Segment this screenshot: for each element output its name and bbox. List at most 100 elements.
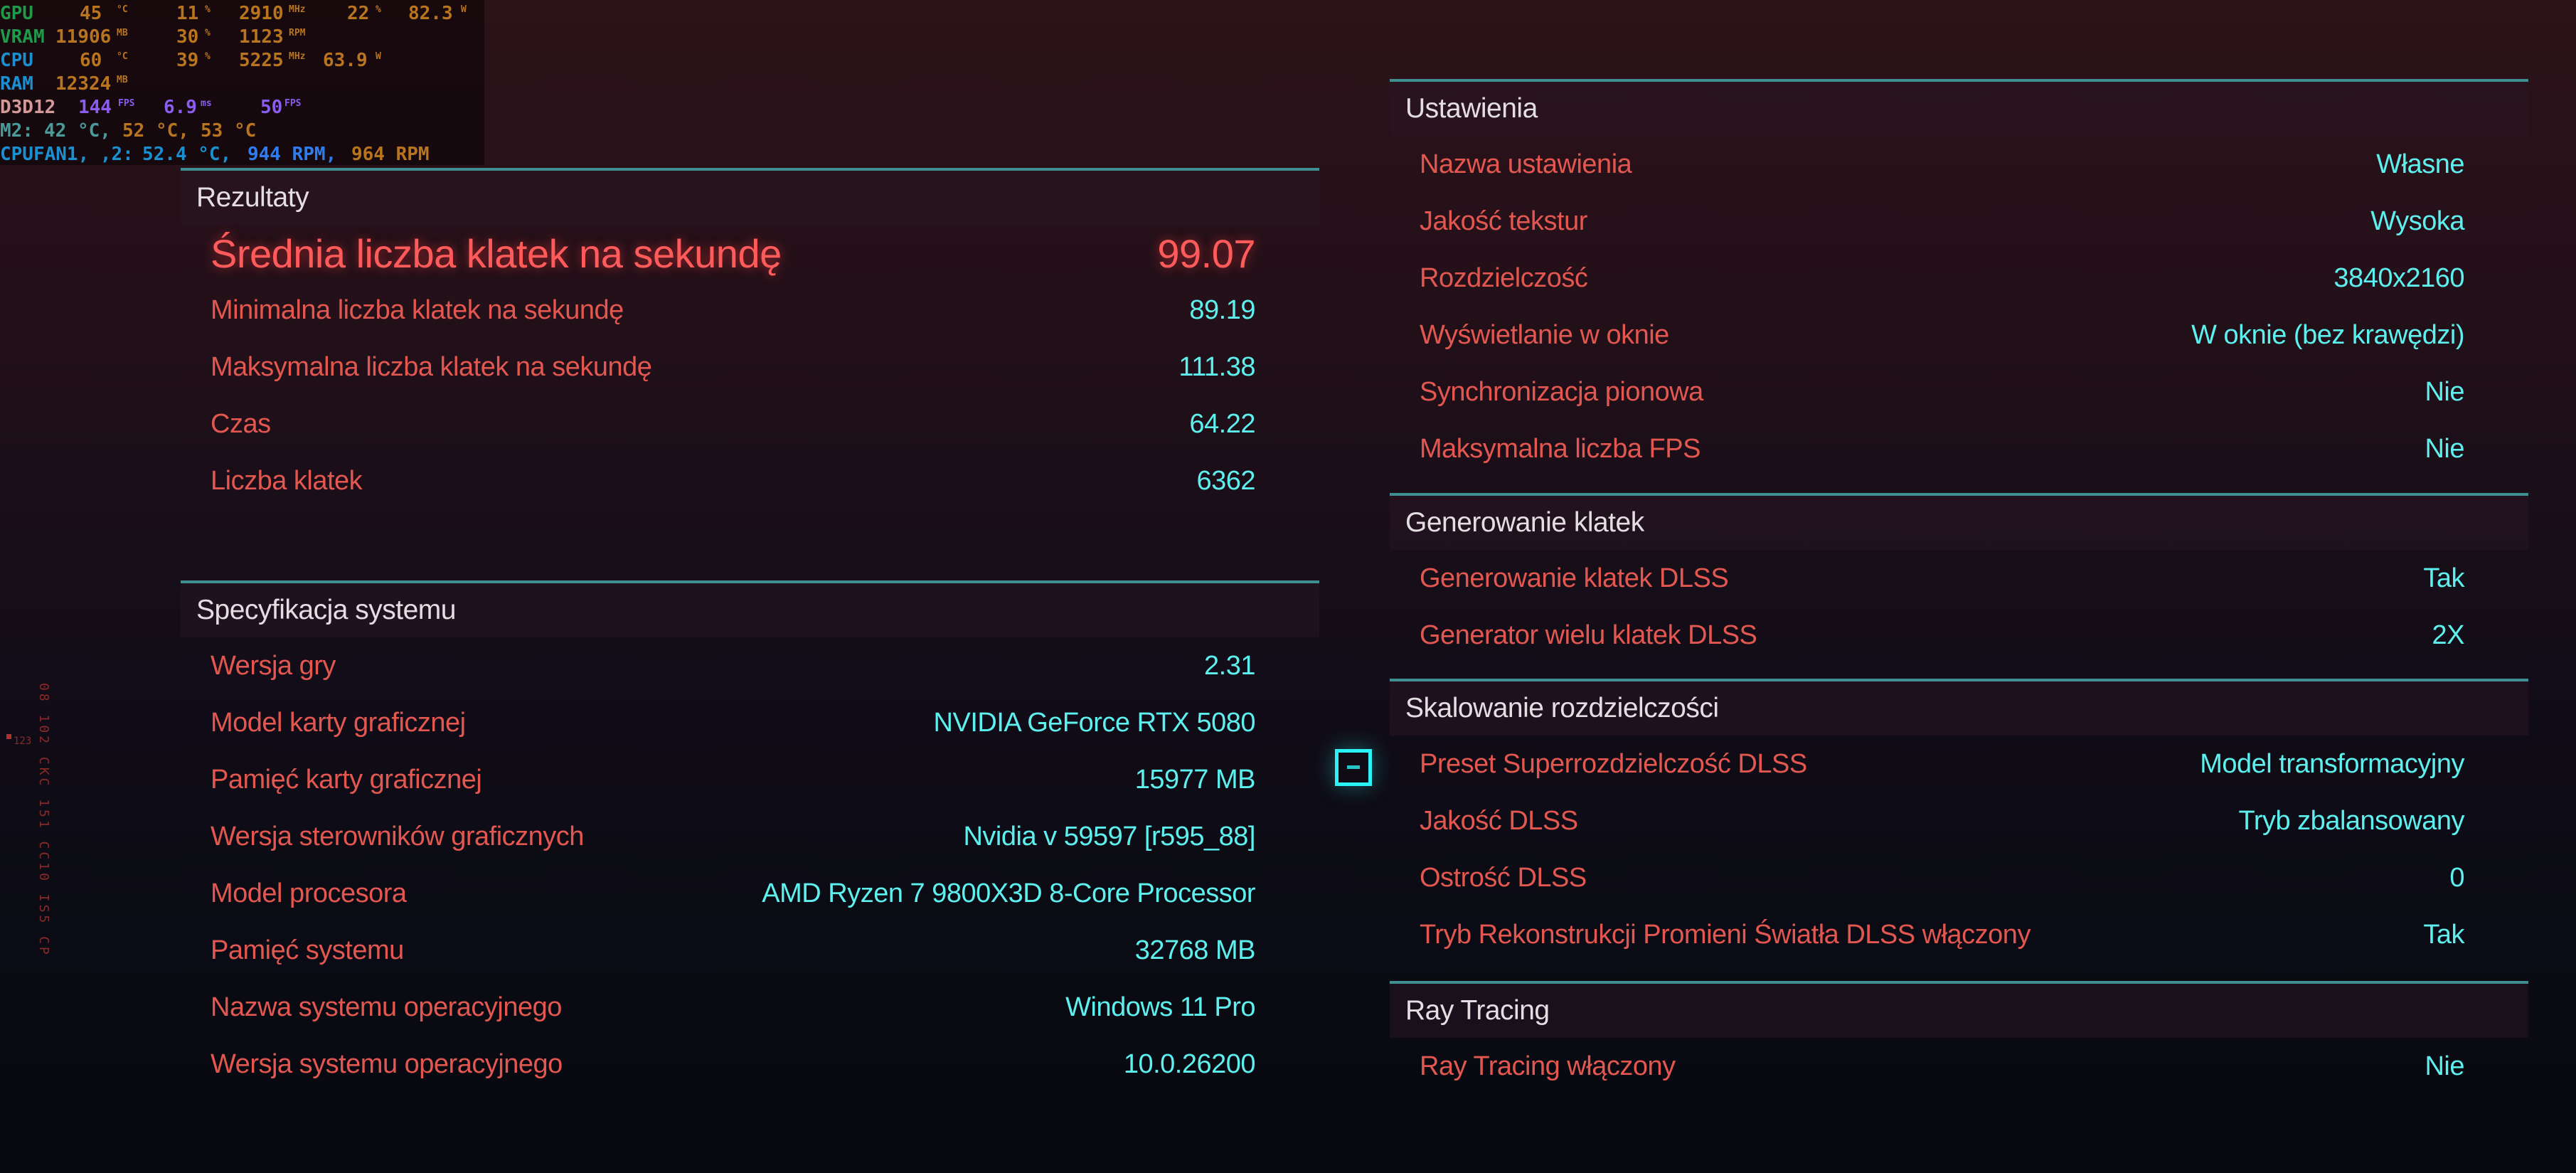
performance-overlay: GPU 45 °C 11 % 2910 MHz 22 % 82.3 W VRAM… xyxy=(0,0,484,165)
osd-value: 944 RPM, xyxy=(248,144,337,165)
row-value: Tak xyxy=(2423,563,2464,593)
osd-unit: FPS xyxy=(284,98,302,109)
row-value: AMD Ryzen 7 9800X3D 8-Core Processor xyxy=(762,878,1255,908)
osd-value: 6.9 xyxy=(164,97,197,118)
divider xyxy=(1390,981,2528,984)
osd-value: 12324 xyxy=(55,73,112,95)
setting-row: Liczba klatek 6362 xyxy=(181,452,1319,509)
hud-tag: 123 xyxy=(6,734,31,747)
row-value: 3840x2160 xyxy=(2333,262,2464,293)
setting-row: Wersja sterowników graficznych Nvidia v 5… xyxy=(181,808,1319,865)
osd-unit: % xyxy=(376,4,381,15)
row-label: Wersja systemu operacyjnego xyxy=(211,1049,563,1079)
row-value: 2.31 xyxy=(1204,650,1255,681)
osd-value: 50 xyxy=(260,97,283,118)
osd-value: 63.9 xyxy=(323,50,368,71)
osd-unit: RPM xyxy=(289,28,306,38)
osd-label: CPU xyxy=(0,50,33,71)
row-value: Nie xyxy=(2425,376,2464,407)
osd-unit: MB xyxy=(117,28,128,38)
row-label: Ostrość DLSS xyxy=(1420,862,1587,893)
divider xyxy=(181,168,1319,171)
row-label: Model procesora xyxy=(211,878,407,908)
osd-label: RAM xyxy=(0,73,33,95)
hud-vertical-text: 08 102 CKC 151 CC10 IS5 CP xyxy=(36,683,51,957)
results-section: Rezultaty Średnia liczba klatek na sekun… xyxy=(181,168,1319,509)
osd-unit: FPS xyxy=(118,98,135,109)
row-value: 15977 MB xyxy=(1134,764,1256,795)
setting-row: Ostrość DLSS 0 xyxy=(1390,849,2528,906)
setting-row: Synchronizacja pionowa Nie xyxy=(1390,363,2528,420)
row-value: Własne xyxy=(2376,149,2464,179)
row-label: Jakość DLSS xyxy=(1420,805,1578,836)
settings-section: Ustawienia Nazwa ustawienia Własne Jakość … xyxy=(1390,79,2528,477)
row-label: Ray Tracing włączony xyxy=(1420,1051,1676,1081)
setting-row: Generator wielu klatek DLSS 2X xyxy=(1390,607,2528,664)
osd-value: 42 °C, xyxy=(44,120,111,142)
scaling-section: Skalowanie rozdzielczości Preset Superro… xyxy=(1390,679,2528,963)
setting-row: Jakość DLSS Tryb zbalansowany xyxy=(1390,792,2528,849)
osd-value: 53 °C xyxy=(201,120,257,142)
row-label: Wyświetlanie w oknie xyxy=(1420,319,1669,350)
setting-row: Wersja systemu operacyjnego 10.0.26200 xyxy=(181,1036,1319,1093)
row-label: Preset Superrozdzielczość DLSS xyxy=(1420,748,1807,779)
section-title: Ray Tracing xyxy=(1390,984,2528,1038)
setting-row: Rozdzielczość 3840x2160 xyxy=(1390,250,2528,307)
osd-value: 5225 xyxy=(239,50,284,71)
setting-row: Wyświetlanie w oknie W oknie (bez krawędz… xyxy=(1390,307,2528,363)
setting-row: Czas 64.22 xyxy=(181,396,1319,452)
osd-value: 82.3 xyxy=(408,3,453,24)
setting-row: Tryb Rekonstrukcji Promieni Światła DLSS… xyxy=(1390,906,2528,963)
setting-row: Nazwa systemu operacyjnego Windows 11 Pro xyxy=(181,979,1319,1036)
setting-row: Minimalna liczba klatek na sekundę 89.19 xyxy=(181,282,1319,339)
osd-unit: % xyxy=(205,28,211,38)
osd-unit: MB xyxy=(117,75,128,85)
divider xyxy=(181,580,1319,583)
osd-label: CPUFAN1, ,2: xyxy=(0,144,134,165)
divider xyxy=(1390,79,2528,82)
row-value: Nie xyxy=(2425,433,2464,464)
row-value: 64.22 xyxy=(1189,408,1255,439)
osd-unit: MHz xyxy=(289,51,306,62)
osd-value: 39 xyxy=(176,50,199,71)
osd-unit: MHz xyxy=(289,4,306,15)
osd-unit: ms xyxy=(201,98,212,109)
osd-unit: W xyxy=(376,51,381,62)
setting-row: Pamięć karty graficznej 15977 MB xyxy=(181,751,1319,808)
osd-value: 52 °C, xyxy=(122,120,189,142)
osd-value: 1123 xyxy=(239,26,284,48)
row-value: Tryb zbalansowany xyxy=(2238,805,2465,836)
row-label: Tryb Rekonstrukcji Promieni Światła DLSS… xyxy=(1420,919,2031,950)
row-label: Generator wielu klatek DLSS xyxy=(1420,620,1757,650)
setting-row: Jakość tekstur Wysoka xyxy=(1390,193,2528,250)
setting-row: Preset Superrozdzielczość DLSS Model tran… xyxy=(1390,736,2528,792)
ray-tracing-section: Ray Tracing Ray Tracing włączony Nie xyxy=(1390,981,2528,1095)
settings-panel: Ustawienia Nazwa ustawienia Własne Jakość … xyxy=(1390,0,2528,1173)
row-label: Jakość tekstur xyxy=(1420,206,1587,236)
row-value: NVIDIA GeForce RTX 5080 xyxy=(933,707,1256,738)
row-value: 0 xyxy=(2449,862,2464,893)
osd-value: 2910 xyxy=(239,3,284,24)
osd-value: 11906 xyxy=(55,26,112,48)
row-label: Nazwa systemu operacyjnego xyxy=(211,992,562,1022)
row-value: 89.19 xyxy=(1189,294,1255,325)
osd-unit: °C xyxy=(117,51,128,62)
row-label: Wersja sterowników graficznych xyxy=(211,821,584,851)
minus-square-icon[interactable] xyxy=(1335,749,1372,786)
frame-gen-section: Generowanie klatek Generowanie klatek DL… xyxy=(1390,493,2528,664)
setting-row: Model procesora AMD Ryzen 7 9800X3D 8-Cor… xyxy=(181,865,1319,922)
row-label: Pamięć karty graficznej xyxy=(211,764,482,795)
row-label: Liczba klatek xyxy=(211,465,363,496)
row-value: W oknie (bez krawędzi) xyxy=(2191,319,2464,350)
row-value: 10.0.26200 xyxy=(1123,1049,1256,1079)
osd-unit: % xyxy=(205,51,211,62)
osd-unit: W xyxy=(461,4,467,15)
row-label: Wersja gry xyxy=(211,650,336,681)
setting-row: Wersja gry 2.31 xyxy=(181,637,1319,694)
section-title: Ustawienia xyxy=(1390,82,2528,136)
section-title: Generowanie klatek xyxy=(1390,496,2528,550)
row-value: Nvidia v 59597 [r595_88] xyxy=(963,821,1255,851)
row-label: Minimalna liczba klatek na sekundę xyxy=(211,294,624,325)
row-value: 2X xyxy=(2432,620,2465,650)
row-value: 111.38 xyxy=(1178,351,1255,382)
